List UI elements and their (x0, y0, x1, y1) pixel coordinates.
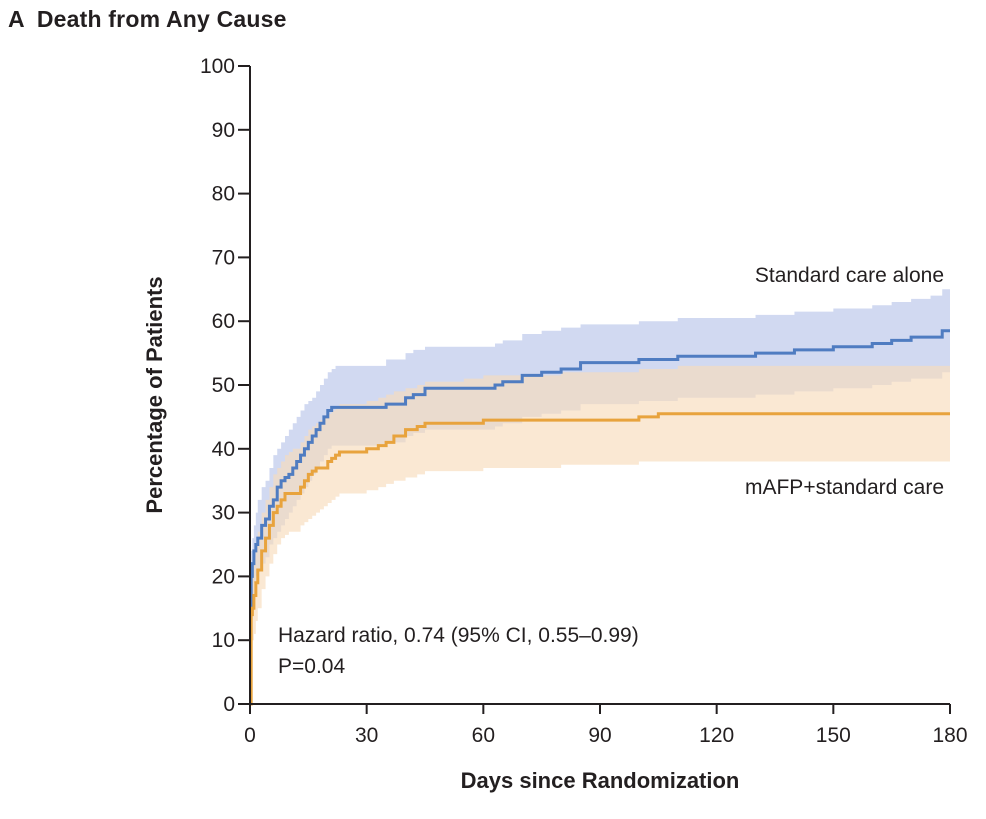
series-label-1: mAFP+standard care (745, 476, 944, 499)
annotation-1: P=0.04 (278, 655, 345, 678)
y-axis-title: Percentage of Patients (142, 276, 167, 513)
series-line-0 (249, 329, 950, 610)
chart-title-text: Death from Any Cause (36, 6, 287, 32)
x-tick-label: 30 (355, 724, 378, 747)
y-tick-label: 0 (223, 693, 235, 716)
y-tick-label: 90 (212, 119, 235, 142)
x-tick-label: 90 (588, 724, 611, 747)
series-label-0: Standard care alone (755, 264, 944, 287)
axes: 0 10 20 30 40 50 60 70 80 90 100 0 30 60 90 120 150 180 (200, 55, 968, 747)
y-tick-label: 50 (212, 374, 235, 397)
x-tick-label: 0 (244, 724, 256, 747)
series-line-1 (249, 412, 950, 706)
x-tick-label: 180 (932, 724, 967, 747)
x-tick-label: 120 (699, 724, 734, 747)
y-tick-label: 80 (212, 183, 235, 206)
y-tick-label: 70 (212, 246, 235, 269)
y-tick-label: 10 (212, 629, 235, 652)
confidence-band-1 (250, 365, 950, 704)
y-tick-label: 20 (212, 565, 235, 588)
y-tick-label: 100 (200, 55, 235, 78)
x-tick-label: 150 (816, 724, 851, 747)
annotation-0: Hazard ratio, 0.74 (95% CI, 0.55–0.99) (278, 624, 639, 647)
y-tick-label: 30 (212, 502, 235, 525)
y-tick-label: 60 (212, 310, 235, 333)
y-tick-label: 40 (212, 438, 235, 461)
series-lines (249, 329, 950, 706)
x-axis-title: Days since Randomization (461, 768, 740, 793)
panel-letter: A (8, 6, 25, 32)
confidence-bands (250, 289, 950, 704)
chart-labels: Days since Randomization Percentage of Pa… (142, 264, 944, 793)
x-tick-label: 60 (472, 724, 495, 747)
chart-title: A Death from Any Cause (8, 6, 287, 33)
